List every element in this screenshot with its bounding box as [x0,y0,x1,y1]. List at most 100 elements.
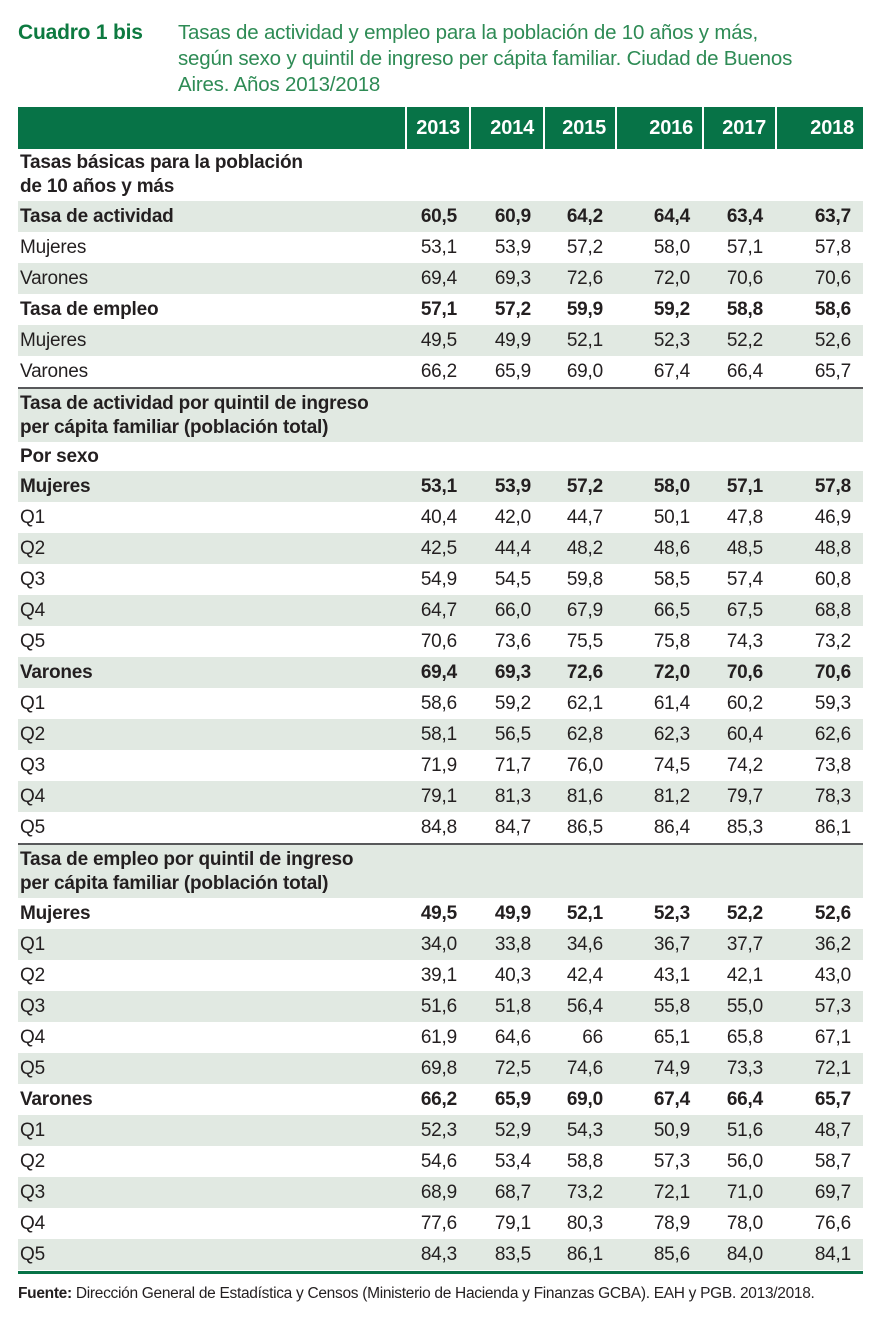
row-label: Q1 [18,692,405,716]
rate-value [615,845,702,898]
table-header-row: 2013 2014 2015 2016 2017 2018 [18,107,863,149]
table-row: Q2 54,6 53,4 58,8 57,3 56,0 58,7 [18,1146,863,1177]
table-row: Q3 51,6 51,8 56,4 55,8 55,0 57,3 [18,991,863,1022]
row-label: Q2 [18,537,405,561]
rate-value: 40,4 [420,506,457,528]
rate-value: 84,7 [494,816,531,838]
rate-value [405,149,469,201]
row-label-text: Q3 [20,568,45,590]
row-label: Tasas básicas para la población de 10 año… [18,151,405,199]
rate-value: 66,2 [420,360,457,382]
row-label-text: Q4 [20,1026,45,1048]
rate-value: 56,0 [726,1150,763,1172]
rate-value [543,845,615,898]
rate-value: 73,8 [814,754,851,776]
rate-value: 42,1 [726,964,763,986]
rate-value: 76,6 [814,1212,851,1234]
rate-value: 54,5 [494,568,531,590]
rate-value: 52,1 [566,902,603,924]
year-column-header: 2016 [615,107,702,149]
rate-value: 57,2 [494,298,531,320]
rate-value: 58,5 [653,568,690,590]
table-row: Tasa de empleo 57,1 57,2 59,9 59,2 58,8 58,6 [18,294,863,325]
table-row: Varones 69,4 69,3 72,6 72,0 70,6 70,6 [18,657,863,688]
row-label-text: Q5 [20,1057,45,1079]
rate-value: 58,8 [566,1150,603,1172]
rate-value: 52,1 [566,329,603,351]
row-label: Varones [18,1088,405,1112]
rate-value [469,149,543,201]
table-row: Q2 42,5 44,4 48,2 48,6 48,5 48,8 [18,533,863,564]
rate-value: 75,8 [653,630,690,652]
row-label-text: Mujeres [20,329,87,351]
rate-value: 66,0 [494,599,531,621]
rate-value: 66,4 [726,1088,763,1110]
row-label: Q3 [18,995,405,1019]
table-row: Q1 52,3 52,9 54,3 50,9 51,6 48,7 [18,1115,863,1146]
rate-value: 79,1 [494,1212,531,1234]
rate-value [469,389,543,442]
rate-value: 62,1 [566,692,603,714]
table-row: Q5 84,8 84,7 86,5 86,4 85,3 86,1 [18,812,863,843]
rate-value: 69,7 [814,1181,851,1203]
rate-value: 60,5 [420,205,457,227]
rate-value: 48,2 [566,537,603,559]
rate-value: 73,6 [494,630,531,652]
rate-value: 57,3 [814,995,851,1017]
rate-value: 36,2 [814,933,851,955]
row-label: Q2 [18,964,405,988]
rate-value [775,442,863,471]
header-label-spacer [18,107,405,149]
row-label: Varones [18,360,405,384]
table-row: Q2 58,1 56,5 62,8 62,3 60,4 62,6 [18,719,863,750]
rate-value [775,845,863,898]
rate-value: 78,9 [653,1212,690,1234]
rate-value: 36,7 [653,933,690,955]
table-row: Q2 39,1 40,3 42,4 43,1 42,1 43,0 [18,960,863,991]
rate-value: 69,3 [494,267,531,289]
rate-value [702,149,775,201]
rate-value: 84,8 [420,816,457,838]
row-label-text-line2: per cápita familiar (población total) [20,872,329,894]
rate-value [615,389,702,442]
rate-value: 62,3 [653,723,690,745]
section-header-row: Tasa de empleo por quintil de ingreso per… [18,843,863,898]
rate-value: 55,8 [653,995,690,1017]
row-label-text: Q4 [20,785,45,807]
rate-value: 77,6 [420,1212,457,1234]
rate-value: 74,3 [726,630,763,652]
rate-value: 72,5 [494,1057,531,1079]
rate-value: 75,5 [566,630,603,652]
rate-value [615,442,702,471]
table-body: Tasas básicas para la población de 10 año… [18,149,863,1270]
rate-value: 48,6 [653,537,690,559]
rate-value: 72,6 [566,267,603,289]
rate-value: 72,0 [653,661,690,683]
rate-value [469,442,543,471]
row-label-text: Q1 [20,933,45,955]
row-label-text-line2: per cápita familiar (población total) [20,416,329,438]
rate-value: 69,4 [420,661,457,683]
table-row: Q4 79,1 81,3 81,6 81,2 79,7 78,3 [18,781,863,812]
table-title-line-3: Aires. Años 2013/2018 [178,73,381,96]
rate-value: 67,4 [653,360,690,382]
table-row: Q4 64,7 66,0 67,9 66,5 67,5 68,8 [18,595,863,626]
rate-value: 64,6 [494,1026,531,1048]
rate-value [543,389,615,442]
row-label: Varones [18,661,405,685]
rate-value: 51,6 [726,1119,763,1141]
rate-value: 69,3 [494,661,531,683]
rate-value: 42,0 [494,506,531,528]
rate-value: 64,7 [420,599,457,621]
rate-value: 56,5 [494,723,531,745]
rate-value [405,845,469,898]
rate-value: 57,4 [726,568,763,590]
rate-value: 74,5 [653,754,690,776]
rate-value: 54,6 [420,1150,457,1172]
section-header-row: Tasa de actividad por quintil de ingreso… [18,387,863,442]
row-label-text: Q3 [20,995,45,1017]
rate-value: 33,8 [494,933,531,955]
row-label: Mujeres [18,902,405,926]
row-label-text-line2: de 10 años y más [20,176,175,197]
row-label-text: Q3 [20,1181,45,1203]
